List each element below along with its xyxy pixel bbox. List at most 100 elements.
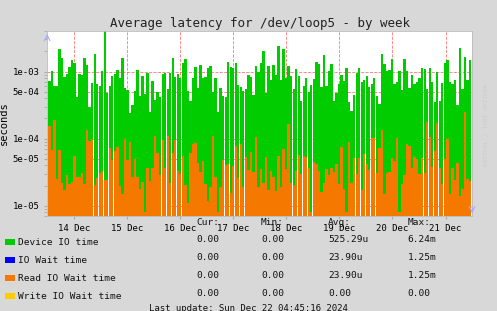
Bar [333,173,335,311]
Bar [391,59,393,311]
Bar [267,66,270,311]
Bar [381,130,383,311]
Bar [164,168,166,311]
Bar [174,77,176,311]
Bar [260,63,262,311]
Bar [109,86,111,311]
Bar [119,78,121,311]
Text: 525.29u: 525.29u [328,235,368,244]
Bar [348,142,350,311]
Bar [456,105,459,311]
Bar [353,157,355,311]
Bar [366,164,368,311]
Bar [262,51,264,311]
Bar [315,62,318,311]
Bar [449,81,451,311]
Bar [126,90,129,311]
Bar [252,172,254,311]
Bar [275,191,277,311]
Bar [207,68,209,311]
Text: 0.00: 0.00 [328,289,351,298]
Bar [386,71,388,311]
Bar [310,85,313,311]
Bar [255,66,257,311]
Text: Cur:: Cur: [196,218,219,227]
Bar [280,80,282,311]
Bar [363,80,365,311]
Bar [464,57,466,311]
Bar [245,156,247,311]
Bar [293,185,295,311]
Bar [368,87,370,311]
Bar [335,165,337,311]
Bar [340,147,343,311]
Bar [157,153,159,311]
Bar [436,123,438,311]
Bar [88,107,91,311]
Bar [136,70,139,311]
Text: Write IO Wait time: Write IO Wait time [18,292,122,301]
Bar [174,140,176,311]
Bar [358,158,360,311]
Bar [103,180,106,311]
Bar [121,58,124,311]
Bar [378,104,381,311]
Text: 23.90u: 23.90u [328,271,362,280]
Bar [53,86,56,311]
Bar [388,172,391,311]
Bar [257,72,259,311]
Bar [116,147,118,311]
Bar [391,158,393,311]
Bar [182,156,184,311]
Bar [293,89,295,311]
Bar [376,173,378,311]
Text: 0.00: 0.00 [196,271,219,280]
Bar [428,67,431,311]
Text: IO Wait time: IO Wait time [18,256,87,265]
Bar [217,112,219,311]
Bar [421,68,423,311]
Bar [98,174,101,311]
Bar [225,97,227,311]
Bar [103,31,106,311]
Bar [98,86,101,311]
Bar [426,122,428,311]
Bar [187,202,189,311]
Bar [310,212,313,311]
Bar [171,58,174,311]
Bar [179,174,181,311]
Bar [441,184,443,311]
Bar [363,154,365,311]
Bar [121,194,124,311]
Bar [129,113,131,311]
Bar [86,65,88,311]
Bar [230,67,232,311]
Bar [325,86,328,311]
Bar [194,67,197,311]
Bar [320,192,323,311]
Bar [144,94,146,311]
Bar [345,212,348,311]
Bar [152,81,154,311]
Text: Max:: Max: [408,218,430,227]
Bar [280,187,282,311]
Bar [431,168,433,311]
Bar [262,183,264,311]
Bar [343,81,345,311]
Bar [439,101,441,311]
Bar [333,101,335,311]
Bar [386,173,388,311]
Bar [76,97,78,311]
Bar [235,146,237,311]
Bar [199,173,202,311]
Bar [124,139,126,311]
Bar [418,174,421,311]
Bar [313,79,315,311]
Bar [176,74,179,311]
Bar [287,67,290,311]
Bar [48,126,51,311]
Text: Device IO time: Device IO time [18,238,99,247]
Bar [242,188,245,311]
Bar [335,93,337,311]
Bar [371,138,373,311]
